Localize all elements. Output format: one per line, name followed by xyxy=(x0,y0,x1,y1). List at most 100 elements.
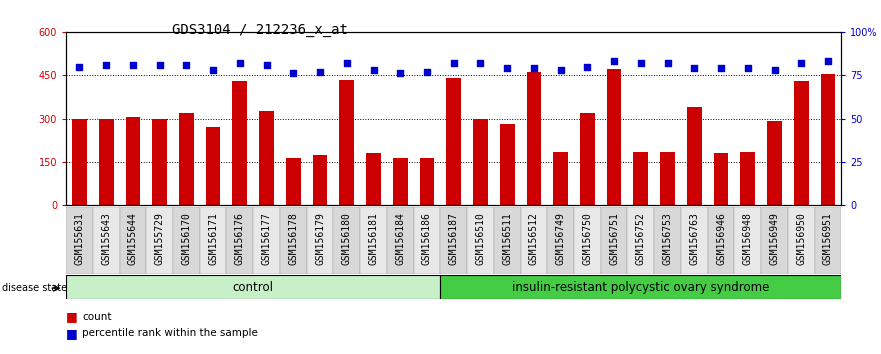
Bar xyxy=(253,207,280,274)
Point xyxy=(233,60,247,66)
Bar xyxy=(126,117,140,205)
Text: GSM156511: GSM156511 xyxy=(502,212,512,266)
Bar xyxy=(440,207,467,274)
Point xyxy=(152,62,167,68)
Bar xyxy=(233,81,248,205)
Text: GSM156753: GSM156753 xyxy=(663,212,672,266)
Bar xyxy=(146,207,173,274)
Text: GSM156180: GSM156180 xyxy=(342,212,352,266)
Bar xyxy=(447,78,461,205)
Text: GSM156949: GSM156949 xyxy=(769,212,780,266)
Bar xyxy=(788,207,815,274)
Text: GSM156186: GSM156186 xyxy=(422,212,432,266)
Text: GSM156178: GSM156178 xyxy=(288,212,299,266)
Text: GSM156946: GSM156946 xyxy=(716,212,726,266)
Bar xyxy=(440,275,841,299)
Text: GSM156948: GSM156948 xyxy=(743,212,752,266)
Bar xyxy=(99,119,114,205)
Text: GSM156187: GSM156187 xyxy=(448,212,459,266)
Point xyxy=(420,69,434,75)
Point xyxy=(607,58,621,64)
Point xyxy=(313,69,327,75)
Bar xyxy=(500,124,515,205)
Bar xyxy=(66,275,440,299)
Bar xyxy=(815,207,841,274)
Bar xyxy=(687,107,701,205)
Bar xyxy=(655,207,681,274)
Bar xyxy=(707,207,735,274)
Bar xyxy=(740,152,755,205)
Text: GSM156170: GSM156170 xyxy=(181,212,191,266)
Bar xyxy=(660,152,675,205)
Bar xyxy=(627,207,655,274)
Bar xyxy=(387,207,413,274)
Point xyxy=(366,67,381,73)
Text: GSM156177: GSM156177 xyxy=(262,212,271,266)
Text: GSM156184: GSM156184 xyxy=(396,212,405,266)
Text: GSM155644: GSM155644 xyxy=(128,212,138,266)
Text: GSM156171: GSM156171 xyxy=(208,212,218,266)
Point xyxy=(767,67,781,73)
Bar xyxy=(206,127,220,205)
Bar xyxy=(93,207,120,274)
Bar xyxy=(527,72,541,205)
Point xyxy=(447,60,461,66)
Bar xyxy=(767,121,781,205)
Text: disease state: disease state xyxy=(2,283,67,293)
Bar xyxy=(601,207,627,274)
Bar xyxy=(66,207,93,274)
Bar xyxy=(761,207,788,274)
Point xyxy=(500,65,515,71)
Text: GSM156176: GSM156176 xyxy=(235,212,245,266)
Text: GSM156181: GSM156181 xyxy=(368,212,379,266)
Text: percentile rank within the sample: percentile rank within the sample xyxy=(82,329,258,338)
Bar xyxy=(473,119,488,205)
Text: GSM155631: GSM155631 xyxy=(74,212,85,266)
Text: ■: ■ xyxy=(66,310,78,323)
Bar xyxy=(152,119,167,205)
Bar xyxy=(735,207,761,274)
Bar xyxy=(72,119,87,205)
Point xyxy=(794,60,808,66)
Bar xyxy=(393,158,408,205)
Text: GSM156951: GSM156951 xyxy=(823,212,833,266)
Bar xyxy=(419,158,434,205)
Point xyxy=(581,64,595,69)
Point xyxy=(741,65,755,71)
Bar xyxy=(521,207,547,274)
Bar xyxy=(633,152,648,205)
Text: GSM156763: GSM156763 xyxy=(689,212,700,266)
Point xyxy=(180,62,194,68)
Text: GSM155643: GSM155643 xyxy=(101,212,111,266)
Bar xyxy=(339,80,354,205)
Text: GSM156510: GSM156510 xyxy=(476,212,485,266)
Bar xyxy=(607,69,621,205)
Point xyxy=(633,60,648,66)
Bar xyxy=(553,152,568,205)
Bar xyxy=(467,207,494,274)
Point xyxy=(714,65,728,71)
Text: GSM156752: GSM156752 xyxy=(636,212,646,266)
Bar xyxy=(681,207,707,274)
Bar xyxy=(494,207,521,274)
Text: GSM156749: GSM156749 xyxy=(556,212,566,266)
Bar xyxy=(547,207,574,274)
Point xyxy=(527,65,541,71)
Point xyxy=(393,71,407,76)
Text: GSM156950: GSM156950 xyxy=(796,212,806,266)
Text: GSM155729: GSM155729 xyxy=(155,212,165,266)
Bar xyxy=(120,207,146,274)
Text: GSM156751: GSM156751 xyxy=(609,212,619,266)
Bar xyxy=(366,153,381,205)
Bar xyxy=(794,81,809,205)
Point xyxy=(100,62,114,68)
Bar xyxy=(313,155,328,205)
Text: insulin-resistant polycystic ovary syndrome: insulin-resistant polycystic ovary syndr… xyxy=(512,281,769,293)
Point xyxy=(260,62,274,68)
Point xyxy=(661,60,675,66)
Bar xyxy=(413,207,440,274)
Text: control: control xyxy=(233,281,274,293)
Text: ■: ■ xyxy=(66,327,78,340)
Point xyxy=(126,62,140,68)
Bar xyxy=(714,153,729,205)
